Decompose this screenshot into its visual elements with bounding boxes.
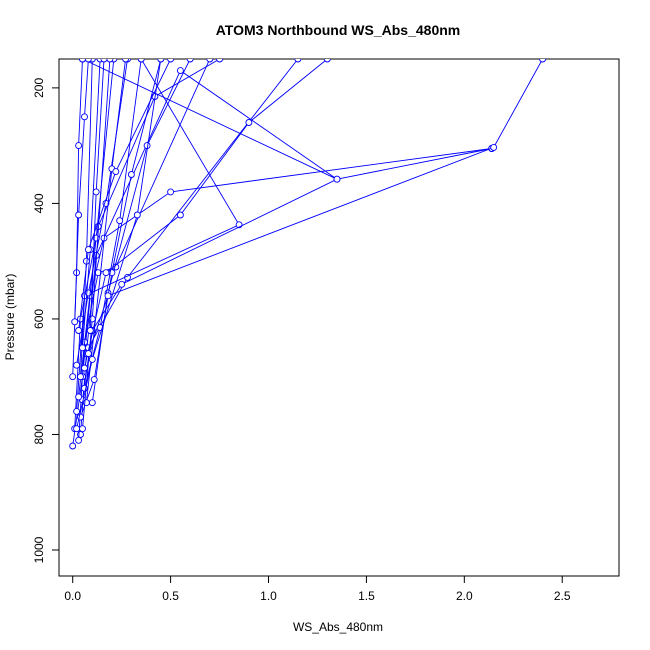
- series-line-6: [82, 148, 492, 400]
- data-point: [245, 119, 253, 126]
- data-point: [84, 246, 92, 254]
- data-point: [216, 59, 224, 63]
- data-point: [75, 393, 83, 401]
- data-point: [112, 168, 120, 176]
- data-layer: [69, 59, 547, 450]
- data-point: [71, 318, 79, 326]
- data-point: [167, 188, 175, 196]
- data-point: [81, 364, 88, 372]
- series-line-18: [74, 59, 89, 322]
- data-point: [69, 442, 77, 450]
- y-axis-label: Pressure (mbar): [3, 274, 17, 361]
- data-point: [84, 350, 92, 358]
- data-point: [176, 67, 184, 75]
- data-point: [73, 425, 81, 433]
- data-point: [157, 59, 165, 63]
- data-point: [81, 113, 88, 121]
- data-point: [122, 59, 130, 63]
- data-point: [100, 59, 108, 63]
- data-point: [490, 143, 498, 151]
- data-point: [88, 315, 96, 323]
- data-point: [294, 59, 302, 63]
- data-point: [73, 361, 81, 369]
- data-point: [137, 59, 145, 63]
- plot-frame: [58, 58, 620, 577]
- data-point: [186, 59, 194, 63]
- x-axis-label: WS_Abs_480nm: [293, 620, 383, 634]
- data-point: [333, 175, 341, 183]
- data-point: [102, 269, 110, 277]
- chart-title: ATOM3 Northbound WS_Abs_480nm: [216, 22, 461, 38]
- data-point: [73, 407, 81, 415]
- series-line-19: [87, 59, 543, 354]
- x-tick-label: 1.0: [260, 589, 277, 603]
- x-tick-label: 0.5: [162, 589, 179, 603]
- data-point: [77, 373, 84, 381]
- data-point: [79, 425, 86, 433]
- series-line-5: [76, 59, 240, 412]
- data-point: [167, 59, 175, 63]
- data-point: [92, 188, 100, 196]
- data-point: [116, 217, 124, 225]
- y-tick-label: 400: [32, 193, 46, 213]
- y-tick-label: 800: [32, 424, 46, 444]
- data-point: [90, 376, 98, 384]
- data-point: [104, 292, 112, 300]
- series-line-22: [78, 59, 172, 331]
- series-line-7: [91, 59, 191, 403]
- data-point: [118, 280, 126, 288]
- data-point: [84, 59, 92, 63]
- data-point: [323, 59, 331, 63]
- series-line-1: [72, 148, 492, 447]
- data-point: [127, 171, 135, 178]
- x-tick-label: 1.5: [358, 589, 375, 603]
- y-axis: 200 400 600 800 1000: [32, 78, 60, 563]
- data-point: [86, 327, 94, 334]
- series-line-20: [76, 59, 162, 429]
- data-point: [88, 355, 96, 363]
- data-point: [176, 211, 184, 219]
- y-tick-label: 1000: [32, 536, 46, 563]
- data-point: [79, 344, 86, 352]
- x-axis: 0.0 0.5 1.0 1.5 2.0 2.5: [64, 575, 571, 603]
- data-point: [75, 142, 83, 150]
- series-line-2: [78, 59, 211, 441]
- y-tick-label: 200: [32, 78, 46, 98]
- y-tick-label: 600: [32, 309, 46, 329]
- data-point: [75, 327, 83, 334]
- data-point: [79, 59, 86, 63]
- x-tick-label: 0.0: [64, 589, 81, 603]
- data-point: [69, 373, 77, 381]
- data-point: [133, 211, 141, 219]
- data-point: [106, 59, 114, 63]
- x-tick-label: 2.0: [456, 589, 473, 603]
- data-point: [539, 59, 547, 63]
- x-tick-label: 2.5: [554, 589, 571, 603]
- data-point: [206, 59, 214, 63]
- data-point: [75, 211, 83, 219]
- data-point: [75, 436, 83, 444]
- data-point: [88, 399, 96, 407]
